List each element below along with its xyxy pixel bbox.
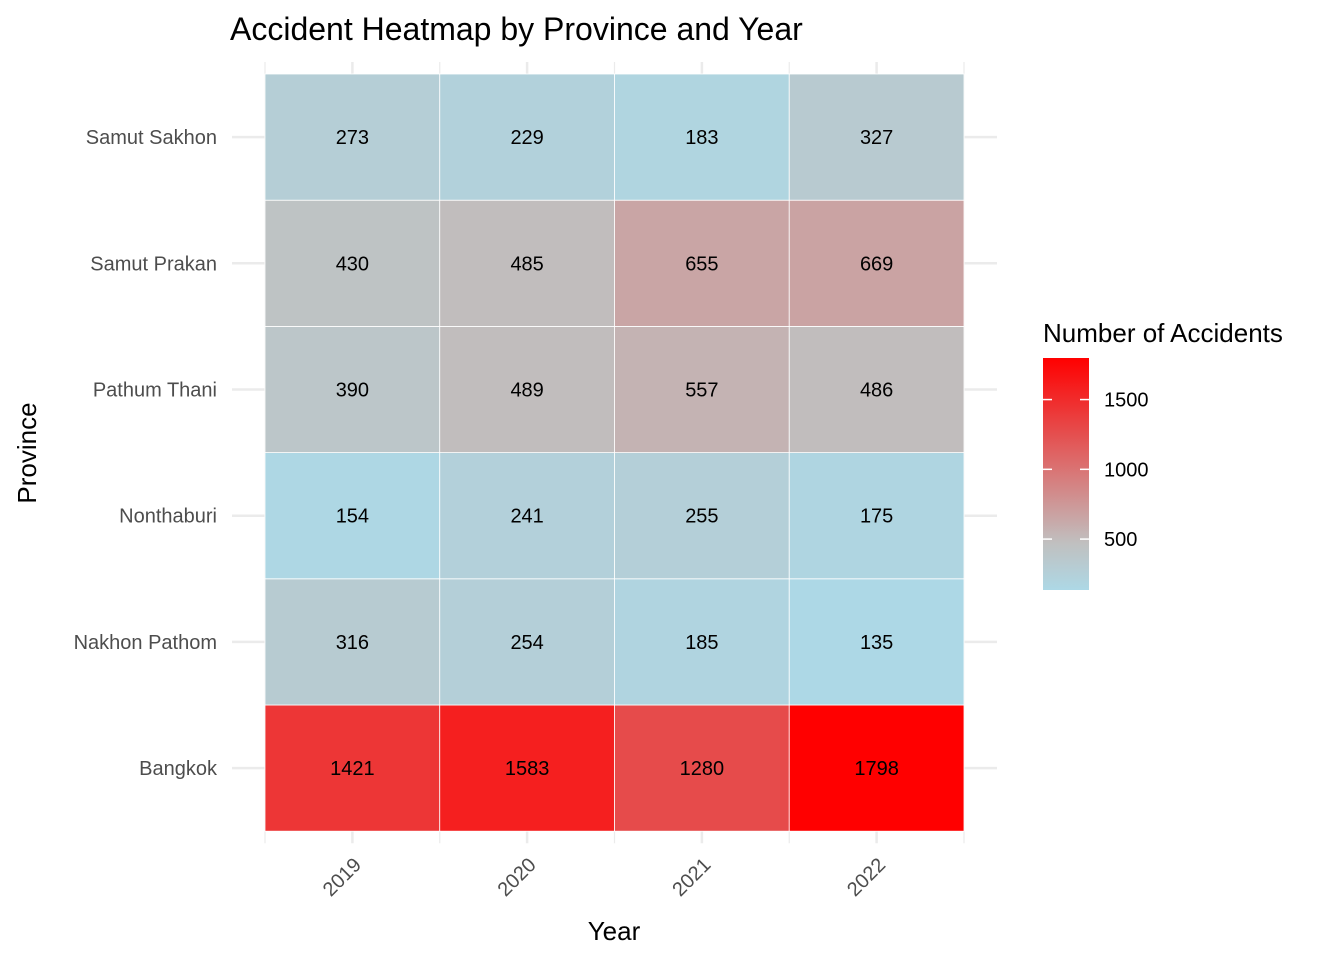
cell-value-label: 1280 xyxy=(680,758,725,780)
x-tick-label: 2020 xyxy=(494,854,541,901)
legend-tick-label: 500 xyxy=(1104,529,1137,551)
cell-value-label: 273 xyxy=(336,127,369,149)
heatmap-tile xyxy=(264,325,441,453)
heatmap-tile xyxy=(614,704,790,832)
heatmap-tile xyxy=(614,199,790,327)
x-tick-label: 2022 xyxy=(843,854,890,901)
heatmap-tile xyxy=(788,73,965,201)
heatmap-tile xyxy=(264,73,441,201)
heatmap-tile xyxy=(264,704,441,832)
cell-value-label: 669 xyxy=(860,253,893,275)
heatmap-tile xyxy=(439,199,615,327)
cell-value-label: 254 xyxy=(510,632,543,654)
cell-value-label: 489 xyxy=(510,380,543,402)
heatmap-tile xyxy=(264,199,441,327)
cell-value-label: 135 xyxy=(860,632,893,654)
legend-tick-label: 1000 xyxy=(1104,459,1149,481)
cell-value-label: 390 xyxy=(336,380,369,402)
cell-value-label: 183 xyxy=(685,127,718,149)
cell-value-label: 229 xyxy=(510,127,543,149)
cell-value-label: 557 xyxy=(685,380,718,402)
legend-ticks: 500 1000 1500 xyxy=(1043,390,1149,551)
heatmap-tile xyxy=(614,452,790,580)
cell-value-label: 430 xyxy=(336,253,369,275)
cell-labels: 1421 1583 1280 1798 316 254 185 135 154 241 255 175… xyxy=(330,127,899,780)
heatmap-tiles xyxy=(264,73,965,832)
legend-colorbar xyxy=(1043,358,1089,590)
y-tick-label: Bangkok xyxy=(139,758,218,780)
y-tick-label: Samut Sakhon xyxy=(86,127,217,149)
x-axis-tick-labels: 2019 2020 2021 2022 xyxy=(319,854,890,901)
y-tick-label: Nonthaburi xyxy=(119,506,217,528)
x-axis-title: Year xyxy=(588,916,641,946)
heatmap-tile xyxy=(614,73,790,201)
legend: Number of Accidents 500 1000 1500 xyxy=(1043,318,1283,590)
heatmap-tile xyxy=(439,578,615,706)
heatmap-tile xyxy=(439,325,615,453)
cell-value-label: 175 xyxy=(860,506,893,528)
cell-value-label: 154 xyxy=(336,506,369,528)
cell-value-label: 327 xyxy=(860,127,893,149)
heatmap-tile xyxy=(614,325,790,453)
heatmap-tile xyxy=(788,199,965,327)
legend-title: Number of Accidents xyxy=(1043,318,1283,348)
cell-value-label: 486 xyxy=(860,380,893,402)
x-tick-label: 2021 xyxy=(668,854,715,901)
cell-value-label: 185 xyxy=(685,632,718,654)
cell-value-label: 655 xyxy=(685,253,718,275)
heatmap-tile xyxy=(439,452,615,580)
cell-value-label: 485 xyxy=(510,253,543,275)
cell-value-label: 1583 xyxy=(505,758,550,780)
legend-tick-label: 1500 xyxy=(1104,390,1149,412)
cell-value-label: 1798 xyxy=(854,758,899,780)
x-tick-label: 2019 xyxy=(319,854,366,901)
y-tick-label: Samut Prakan xyxy=(90,253,217,275)
cell-value-label: 1421 xyxy=(330,758,375,780)
cell-value-label: 255 xyxy=(685,506,718,528)
y-axis-title: Province xyxy=(12,402,42,503)
chart-title: Accident Heatmap by Province and Year xyxy=(230,11,803,47)
y-axis-tick-labels: Bangkok Nakhon Pathom Nonthaburi Pathum Tha… xyxy=(74,127,218,780)
heatmap-tile xyxy=(264,452,441,580)
y-tick-label: Nakhon Pathom xyxy=(74,632,217,654)
y-tick-label: Pathum Thani xyxy=(93,380,217,402)
heatmap-tile xyxy=(788,578,965,706)
heatmap-tile xyxy=(788,704,965,832)
heatmap-tile xyxy=(439,73,615,201)
heatmap-tile xyxy=(788,325,965,453)
cell-value-label: 316 xyxy=(336,632,369,654)
heatmap-tile xyxy=(788,452,965,580)
cell-value-label: 241 xyxy=(510,506,543,528)
heatmap-tile xyxy=(264,578,441,706)
